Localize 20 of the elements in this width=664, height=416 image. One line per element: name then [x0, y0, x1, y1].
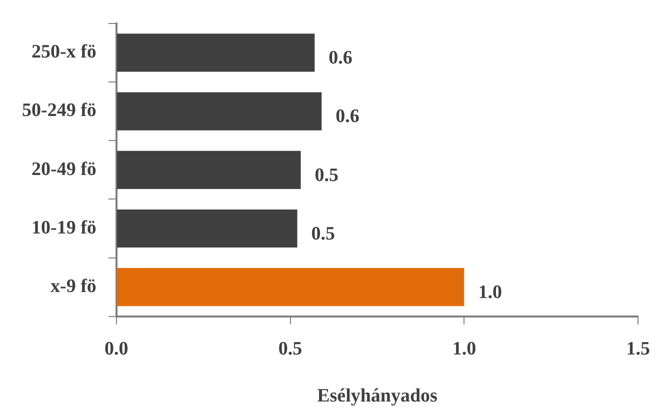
- x-tick-label: 0.0: [104, 338, 128, 360]
- y-tick-label: 20-49 fö: [32, 158, 96, 180]
- x-axis-title: Esélyhányados: [317, 386, 438, 407]
- bar: [116, 92, 322, 130]
- data-label: 0.6: [328, 48, 352, 69]
- bar: [116, 209, 298, 248]
- bar: [116, 268, 464, 306]
- y-tick-label: x-9 fö: [50, 276, 96, 298]
- data-label: 0.5: [314, 164, 338, 186]
- data-label: 1.0: [478, 282, 502, 304]
- bar: [116, 150, 301, 189]
- bar: [116, 34, 315, 72]
- y-tick-label: 10-19 fö: [32, 217, 96, 238]
- y-tick-label: 250-x fö: [32, 42, 96, 63]
- x-tick-label: 0.5: [278, 338, 302, 360]
- x-tick-label: 1.5: [626, 338, 650, 360]
- x-tick-label: 1.0: [452, 338, 476, 360]
- data-label: 0.5: [311, 223, 336, 244]
- y-tick-label: 50-249 fö: [22, 100, 96, 122]
- data-label: 0.6: [336, 106, 360, 128]
